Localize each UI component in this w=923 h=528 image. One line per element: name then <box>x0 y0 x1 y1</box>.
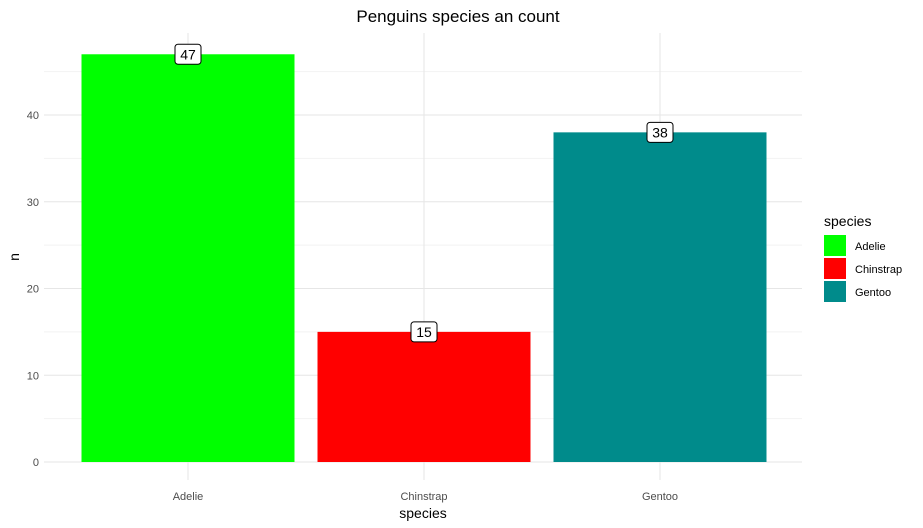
legend-key-adelie <box>824 235 846 256</box>
x-tick-label: Adelie <box>173 491 204 503</box>
bars <box>81 54 767 463</box>
data-label: 38 <box>652 124 668 140</box>
data-label-box <box>174 43 202 65</box>
y-tick-label: 30 <box>27 197 39 209</box>
y-tick-label: 10 <box>27 370 39 382</box>
chart-title: Penguins species an count <box>356 7 559 26</box>
legend-label: Chinstrap <box>855 264 902 276</box>
legend: species Adelie Chinstrap Gentoo <box>824 213 902 302</box>
x-axis-ticks: Adelie Chinstrap Gentoo <box>173 491 678 503</box>
data-label: 47 <box>180 46 196 62</box>
data-labels: 47 15 38 <box>174 43 674 343</box>
legend-key-gentoo <box>824 281 846 302</box>
x-axis-label: species <box>399 505 446 521</box>
bar-adelie <box>81 54 295 463</box>
x-tick-label: Gentoo <box>642 491 678 503</box>
legend-title: species <box>824 213 871 229</box>
y-axis-ticks: 0 10 20 30 40 <box>27 110 39 469</box>
legend-label: Adelie <box>855 241 886 253</box>
data-label-box <box>646 121 674 143</box>
bar-gentoo <box>553 132 767 462</box>
bar-chinstrap <box>317 331 531 462</box>
y-tick-label: 0 <box>33 457 39 469</box>
data-label: 15 <box>416 324 432 340</box>
y-axis-label: n <box>6 253 22 261</box>
y-tick-label: 20 <box>27 284 39 296</box>
legend-label: Gentoo <box>855 287 891 299</box>
y-tick-label: 40 <box>27 110 39 122</box>
data-label-box <box>410 321 438 343</box>
x-tick-label: Chinstrap <box>400 491 447 503</box>
legend-key-chinstrap <box>824 258 846 279</box>
